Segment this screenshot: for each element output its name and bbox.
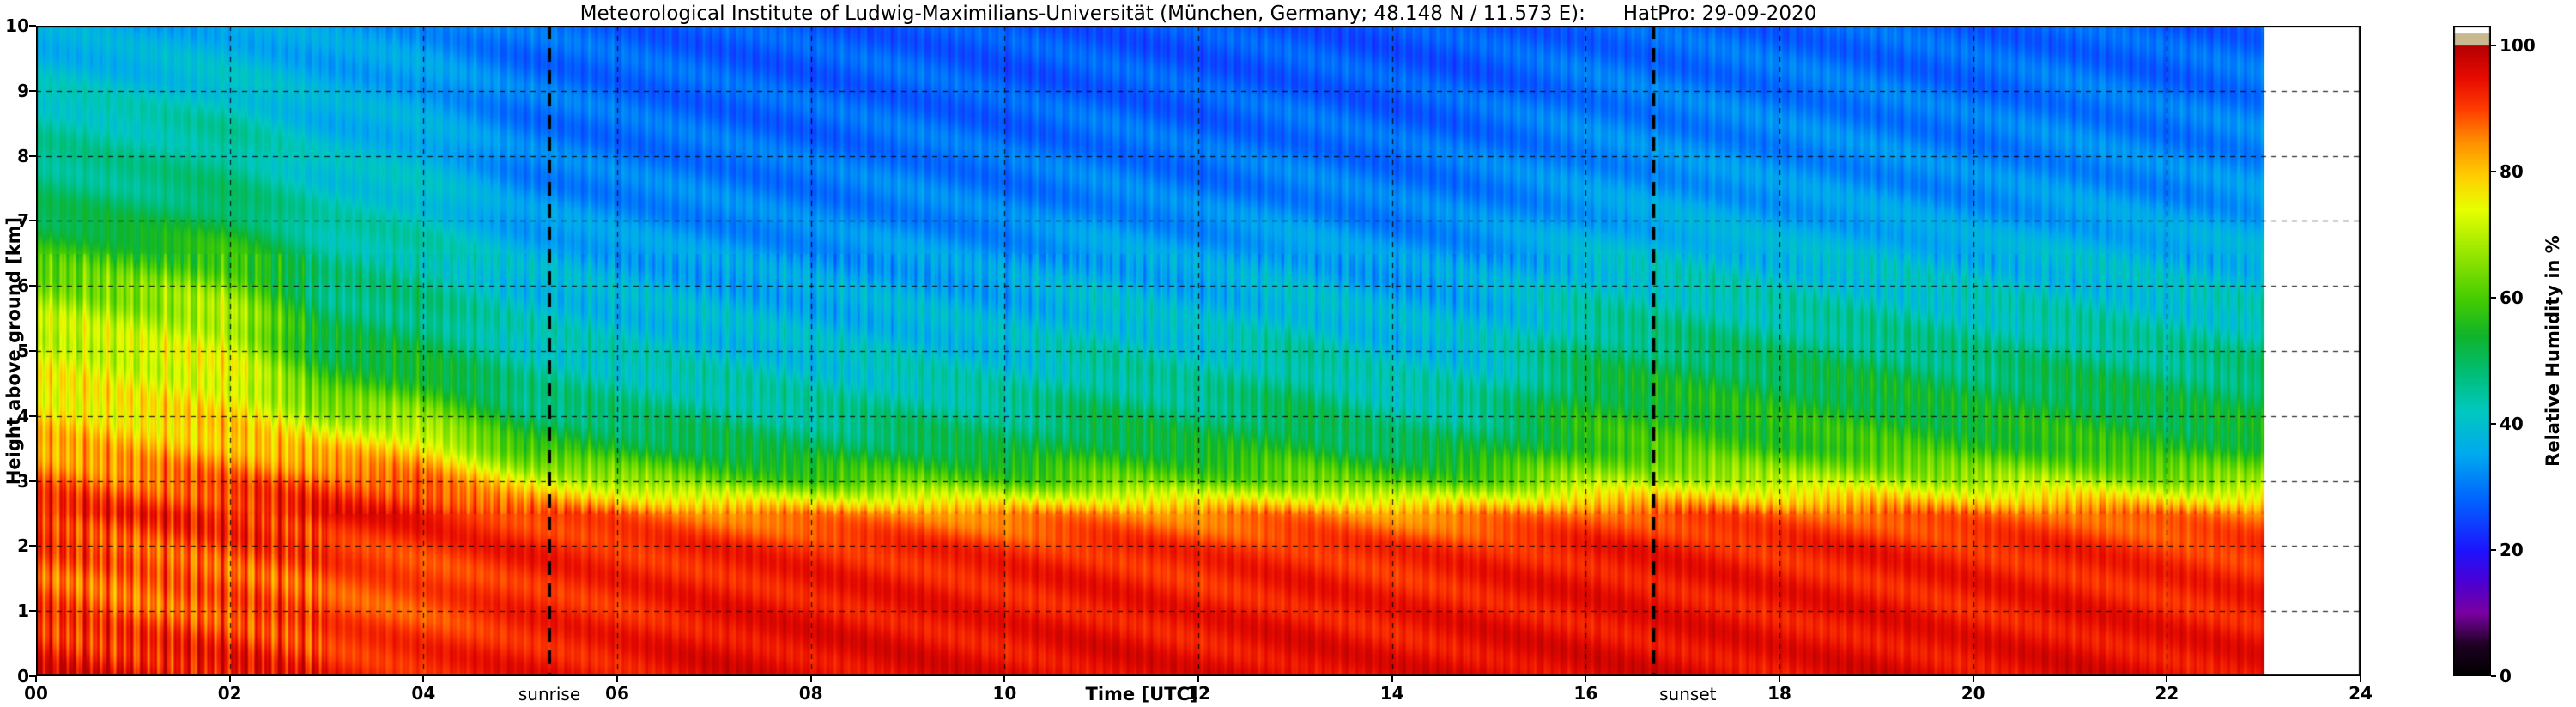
y-tick-mark — [29, 675, 36, 677]
x-tick-label: 02 — [217, 683, 242, 704]
x-tick-label: 18 — [1767, 683, 1791, 704]
x-tick-mark — [1003, 676, 1006, 682]
x-tick-label: 08 — [798, 683, 823, 704]
x-tick-label: 04 — [411, 683, 436, 704]
colorbar-tick-label: 40 — [2500, 414, 2524, 434]
colorbar-tick-mark — [2491, 171, 2496, 172]
sunrise-label: sunrise — [518, 684, 581, 704]
x-tick-label: 20 — [1961, 683, 1985, 704]
x-tick-label: 14 — [1379, 683, 1404, 704]
y-tick-mark — [29, 545, 36, 547]
x-tick-mark — [1972, 676, 1974, 682]
y-tick-mark — [29, 25, 36, 27]
x-tick-label: 22 — [2155, 683, 2179, 704]
colorbar-tick-label: 0 — [2500, 666, 2512, 686]
colorbar-tick-mark — [2491, 297, 2496, 299]
x-tick-label: 06 — [605, 683, 629, 704]
x-tick-mark — [2360, 676, 2361, 682]
y-tick-mark — [29, 89, 36, 92]
x-tick-mark — [35, 676, 37, 682]
x-tick-mark — [616, 676, 618, 682]
y-tick-label: 2 — [17, 535, 29, 557]
sunset-label: sunset — [1659, 684, 1717, 704]
y-tick-label: 1 — [17, 601, 29, 622]
y-axis-label: Height above ground [km] — [3, 216, 24, 486]
x-axis-label: Time [UTC] — [1085, 684, 1198, 704]
y-tick-mark — [29, 285, 36, 287]
colorbar-tick-label: 60 — [2500, 287, 2524, 308]
colorbar-label: Relative Humidity in % — [2543, 235, 2563, 467]
x-tick-mark — [1197, 676, 1199, 682]
y-tick-mark — [29, 414, 36, 417]
y-tick-label: 0 — [17, 666, 29, 686]
x-tick-mark — [1585, 676, 1587, 682]
chart-title: Meteorological Institute of Ludwig-Maxim… — [579, 3, 1817, 25]
colorbar-tick-label: 20 — [2500, 540, 2524, 560]
colorbar-tick-label: 100 — [2500, 35, 2536, 56]
x-tick-mark — [809, 676, 812, 682]
x-tick-mark — [1779, 676, 1780, 682]
x-tick-mark — [228, 676, 231, 682]
y-tick-mark — [29, 350, 36, 352]
colorbar-canvas — [2453, 26, 2491, 676]
colorbar-tick-mark — [2491, 45, 2496, 46]
y-tick-mark — [29, 154, 36, 157]
colorbar-tick-label: 80 — [2500, 161, 2524, 182]
colorbar-tick-mark — [2491, 549, 2496, 551]
x-tick-mark — [1391, 676, 1393, 682]
x-tick-mark — [422, 676, 425, 682]
x-tick-mark — [2166, 676, 2168, 682]
colorbar-tick-mark — [2491, 423, 2496, 425]
y-tick-label: 8 — [17, 145, 29, 166]
y-tick-mark — [29, 610, 36, 613]
y-tick-label: 9 — [17, 80, 29, 101]
y-tick-label: 10 — [5, 15, 29, 36]
y-tick-mark — [29, 220, 36, 222]
y-tick-mark — [29, 480, 36, 482]
colorbar-tick-mark — [2491, 675, 2496, 677]
x-tick-label: 00 — [24, 683, 48, 704]
x-tick-label: 10 — [992, 683, 1017, 704]
x-tick-label: 24 — [2349, 683, 2373, 704]
x-tick-label: 16 — [1573, 683, 1598, 704]
heatmap-canvas — [36, 26, 2361, 676]
